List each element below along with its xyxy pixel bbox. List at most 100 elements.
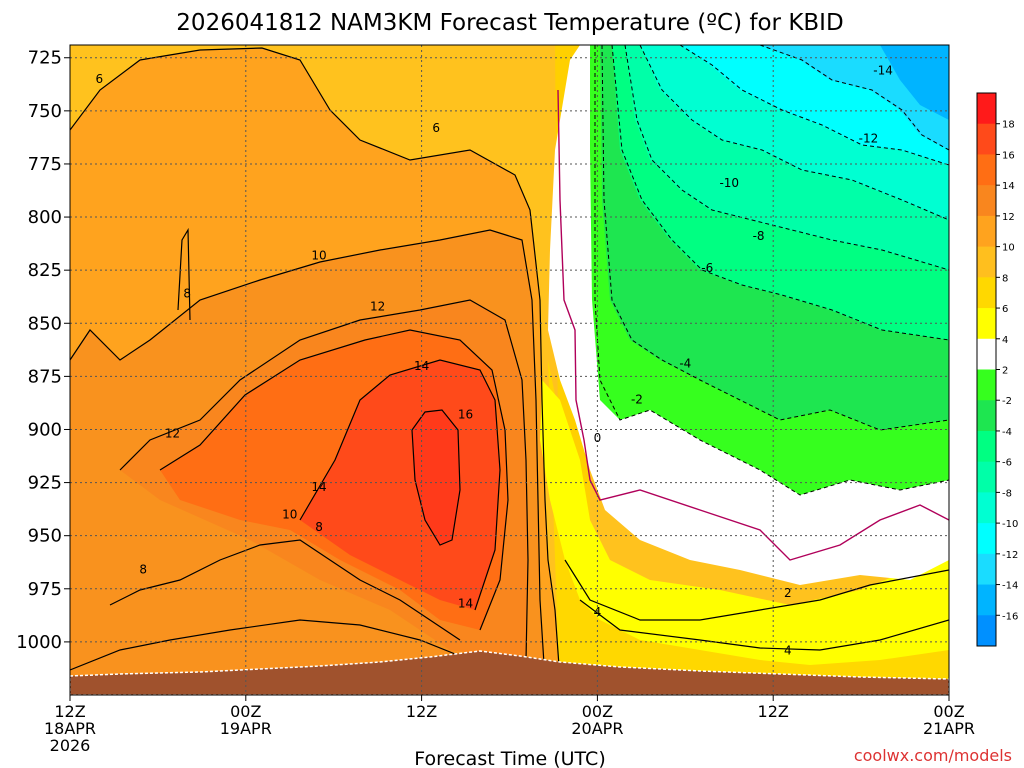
contour-label: 4 [594, 605, 602, 619]
x-tick-label: 20APR [571, 719, 623, 738]
y-tick-label: 825 [28, 260, 62, 281]
colorbar-label: 8 [1002, 273, 1008, 284]
contour-label: -10 [719, 176, 739, 190]
colorbar-swatch [977, 338, 996, 370]
chart-title: 2026041812 NAM3KM Forecast Temperature (… [176, 10, 843, 36]
x-tick-label: 00Z [933, 702, 964, 721]
contour-lines [70, 45, 949, 681]
x-tick-label: 12Z [54, 702, 85, 721]
contour-label: -6 [701, 261, 713, 275]
colorbar-label: -8 [1002, 488, 1012, 499]
contour-label: -14 [873, 63, 893, 77]
contour-label: 0 [594, 431, 602, 445]
fill-2-4 [540, 380, 949, 665]
x-tick-label: 2026 [50, 736, 91, 755]
colorbar-label: -16 [1002, 611, 1018, 622]
colorbar-swatch [977, 461, 996, 493]
contour-label: 12 [165, 427, 180, 441]
y-tick-label: 1000 [16, 632, 62, 653]
colorbar-label: 14 [1002, 181, 1015, 192]
contour-minus14 [759, 45, 949, 151]
contour-minus12 [679, 45, 949, 166]
contour-16 [411, 409, 461, 546]
colorbar-label: 2 [1002, 366, 1008, 377]
contour-label: 14 [458, 597, 473, 611]
colorbar-label: 6 [1002, 304, 1008, 315]
contour-label: 12 [370, 299, 385, 313]
contour-label: -12 [859, 131, 879, 145]
contour-label: 16 [458, 408, 473, 422]
contour-2-right [564, 559, 949, 621]
terrain [69, 650, 950, 696]
contour-minus4 [601, 45, 949, 431]
x-axis-label: Forecast Time (UTC) [414, 748, 605, 768]
y-tick-label: 750 [28, 101, 62, 122]
contour-lower-6 [70, 619, 501, 681]
colorbar-swatch [977, 277, 996, 309]
contour-8-vertical [177, 227, 191, 321]
contour-label: 6 [432, 121, 440, 135]
x-tick-label: 19APR [220, 719, 272, 738]
contour-label: 10 [311, 248, 326, 262]
colorbar-swatch [977, 400, 996, 432]
credit-text: coolwx.com/models [854, 746, 1012, 765]
x-tick-label: 12Z [406, 702, 437, 721]
colorbar-label: 12 [1002, 212, 1015, 223]
colorbar-swatch [977, 553, 996, 586]
colorbar-swatch [977, 246, 996, 278]
contour-label: 4 [784, 643, 792, 657]
contour-labels: 6 6 8 10 12 14 16 12 14 10 8 8 14 0 -2 -4 -6 -8 -10 -12 -14 4… [95, 63, 892, 657]
colorbar-swatch [977, 123, 996, 155]
y-tick-label: 975 [28, 579, 62, 600]
grid-lines [70, 45, 949, 695]
contour-12 [159, 329, 509, 631]
colorbar-label: -4 [1002, 427, 1012, 438]
contour-6 [70, 47, 561, 681]
y-tick-label: 725 [28, 48, 62, 69]
colorbar-swatch [977, 93, 996, 125]
y-tick-label: 875 [28, 366, 62, 387]
contour-label: 14 [311, 480, 326, 494]
x-tick-label: 18APR [44, 719, 96, 738]
colorbar-swatch [977, 584, 996, 616]
colorbar-swatch [977, 430, 996, 463]
colorbar-label: 16 [1002, 150, 1015, 161]
temperature-fill [70, 45, 949, 695]
fill-16-18 [412, 410, 460, 545]
colorbar-label: 18 [1002, 120, 1015, 131]
colorbar-swatch [977, 615, 996, 647]
y-tick-label: 775 [28, 154, 62, 175]
colorbar-label: -12 [1002, 550, 1018, 561]
colorbar-label: 4 [1002, 335, 1008, 346]
x-tick-label: 00Z [582, 702, 613, 721]
colorbar-label: -10 [1002, 519, 1018, 530]
contour-label: -8 [753, 229, 765, 243]
contour-label: 8 [139, 563, 147, 577]
y-tick-labels: 725 750 775 800 825 850 875 900 925 950 975 1000 [16, 48, 70, 653]
colorbar-swatch [977, 369, 996, 401]
contour-minus2 [594, 45, 949, 496]
colorbar-label: 10 [1002, 243, 1015, 254]
contour-4-right [579, 599, 949, 651]
contour-minus10 [639, 45, 949, 221]
fill-minus16 [880, 45, 949, 120]
x-tick-label: 00Z [230, 702, 261, 721]
contour-label: 10 [282, 507, 297, 521]
colorbar-swatch [977, 185, 996, 217]
y-tick-label: 925 [28, 473, 62, 494]
contour-14 [299, 359, 501, 611]
contour-label: 8 [183, 287, 191, 301]
contour-0 [557, 89, 949, 561]
plot-frame [69, 44, 950, 696]
contour-label: 8 [315, 520, 323, 534]
contour-label: 6 [95, 72, 103, 86]
colorbar-label: -14 [1002, 581, 1018, 592]
colorbar: 18 16 14 12 10 8 6 4 2 -2 -4 -6 -8 -10 -12 -14 -16 [976, 92, 1018, 647]
contour-8 [70, 229, 546, 681]
x-tick-label: 12Z [758, 702, 789, 721]
colorbar-swatch [977, 215, 996, 248]
colorbar-swatch [977, 492, 996, 524]
contour-minus8 [624, 45, 949, 271]
